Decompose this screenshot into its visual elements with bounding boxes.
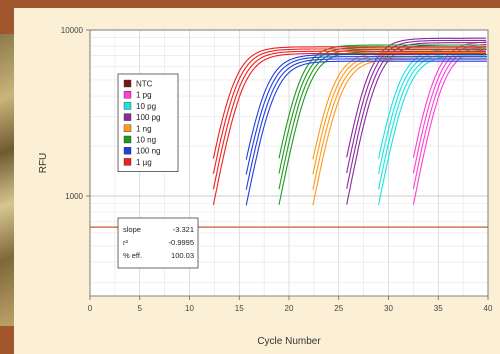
y-axis-label: RFU <box>38 153 49 174</box>
x-axis-label: Cycle Number <box>257 336 321 347</box>
legend-entry: 1 ng <box>136 124 152 133</box>
series-line-6 <box>245 56 487 175</box>
x-tick-label: 5 <box>138 304 143 313</box>
stats-label: % eff. <box>123 251 142 260</box>
legend-swatch <box>123 158 132 166</box>
series-line-4 <box>312 51 486 160</box>
stats-value: 100.03 <box>171 251 194 260</box>
x-tick-label: 20 <box>285 304 294 313</box>
legend-entry: 100 ng <box>136 147 160 156</box>
legend-swatch <box>123 90 132 99</box>
regression-stats-box: slope -3.321 r² -0.9995 % eff. 100.03 <box>117 217 199 269</box>
legend-swatch <box>123 79 132 88</box>
legend-entry: 1 µg <box>136 158 152 167</box>
x-tick-label: 0 <box>88 304 93 313</box>
series-line-7 <box>212 52 486 206</box>
x-tick-label: 40 <box>484 304 493 313</box>
legend-entry: 10 ng <box>136 136 156 145</box>
legend-entry: 100 pg <box>136 113 160 122</box>
legend-entry: 10 pg <box>136 102 156 111</box>
stats-value: -3.321 <box>173 225 194 234</box>
legend-swatch <box>123 135 132 144</box>
series-line-3 <box>346 39 486 174</box>
stats-label: slope <box>123 225 141 234</box>
x-tick-label: 15 <box>235 304 244 313</box>
x-tick-label: 25 <box>334 304 343 313</box>
legend: NTC 1 pg 10 pg 100 pg 1 ng 10 ng 100 ng 1 µg <box>117 73 179 172</box>
series-line-6 <box>245 53 487 160</box>
stats-box <box>117 217 199 269</box>
y-tick-label: 10000 <box>61 26 84 35</box>
series-line-6 <box>245 58 487 190</box>
legend-entry: NTC <box>136 80 153 89</box>
series-line-7 <box>212 50 486 190</box>
series-line-7 <box>212 46 486 159</box>
legend-entry: 1 pg <box>136 91 152 100</box>
y-tick-label: 1000 <box>65 192 83 201</box>
legend-swatch <box>123 124 132 133</box>
series-line-3 <box>346 37 486 158</box>
series-line-2 <box>378 54 486 206</box>
series-line-3 <box>346 42 486 189</box>
legend-swatch <box>123 102 132 110</box>
stats-value: -0.9995 <box>169 238 194 247</box>
series-line-7 <box>212 48 486 174</box>
legend-swatch <box>123 113 132 121</box>
series-line-6 <box>245 60 487 206</box>
chart-panel: 0 5 10 15 20 25 30 35 40 1000 10000 Cycle Number … <box>14 8 500 354</box>
x-tick-label: 35 <box>434 304 443 313</box>
legend-box <box>117 73 179 172</box>
x-tick-label: 10 <box>185 304 194 313</box>
legend-swatch <box>123 146 132 155</box>
x-tick-label: 30 <box>384 304 393 313</box>
stats-label: r² <box>123 238 128 247</box>
